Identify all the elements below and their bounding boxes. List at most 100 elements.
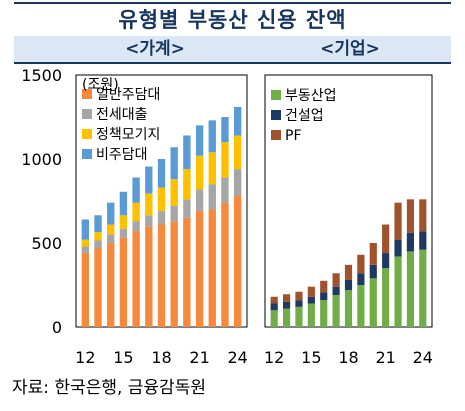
bar-household-s1-22: [208, 184, 216, 210]
bar-corporate-s0-21: [382, 268, 390, 327]
bar-household-s2-19: [170, 179, 178, 207]
bar-corporate-s1-20: [369, 264, 377, 279]
bar-household-s2-12: [81, 239, 90, 247]
bar-corporate-s1-22: [394, 239, 402, 257]
legend-label-corporate-0: 부동산업: [285, 88, 337, 104]
bar-corporate-s0-17: [332, 295, 340, 327]
bar-corporate-s0-22: [394, 256, 402, 327]
y-tick-label-3: 1500: [21, 66, 62, 85]
bar-household-s0-15: [119, 237, 128, 327]
bar-household-s2-16: [132, 202, 140, 222]
bar-corporate-s2-12: [270, 296, 278, 304]
panel-title-household: <가계>: [125, 39, 185, 59]
legend-label-corporate-2: PF: [285, 128, 302, 144]
bar-household-s0-16: [132, 231, 140, 327]
bar-household-s0-20: [183, 217, 191, 327]
bar-household-s1-24: [233, 169, 242, 196]
bar-corporate-s1-13: [282, 301, 291, 309]
bar-household-s0-12: [81, 253, 90, 327]
bar-corporate-s2-15: [307, 286, 315, 297]
bar-household-s0-21: [195, 211, 204, 327]
bar-corporate-s0-13: [282, 308, 291, 327]
legend-swatch-corporate-1: [271, 110, 281, 120]
bar-household-s1-19: [170, 206, 178, 222]
bar-corporate-s1-12: [270, 303, 278, 311]
bar-corporate-s2-21: [382, 224, 390, 254]
bar-corporate-s2-19: [357, 254, 365, 274]
bar-household-s2-18: [157, 187, 166, 212]
bar-household-s3-17: [145, 166, 153, 194]
bar-household-s2-22: [208, 152, 216, 185]
x-tick-label-household-4: 24: [227, 348, 247, 367]
bar-household-s1-23: [221, 177, 229, 203]
bar-corporate-s1-17: [332, 286, 340, 296]
bar-corporate-s1-23: [406, 232, 415, 252]
legend-label-corporate-1: 건설업: [285, 108, 324, 124]
bar-corporate-s2-13: [282, 294, 291, 302]
bar-corporate-s2-17: [332, 273, 340, 287]
bar-household-s0-23: [221, 202, 229, 327]
bar-corporate-s1-18: [344, 279, 353, 291]
bar-household-s0-19: [170, 221, 178, 327]
bar-household-s3-14: [107, 202, 115, 225]
bar-household-s2-20: [183, 169, 191, 200]
legend-swatch-household-1: [82, 109, 92, 119]
source-note: 자료: 한국은행, 금융감독원: [12, 378, 206, 398]
x-tick-label-corporate-1: 15: [301, 348, 321, 367]
bar-household-s2-23: [221, 142, 229, 178]
bar-household-s2-15: [119, 215, 128, 229]
bar-household-s2-13: [94, 232, 102, 241]
bar-corporate-s0-18: [344, 290, 353, 327]
bar-household-s1-20: [183, 199, 191, 218]
legend-label-household-3: 비주담대: [96, 147, 148, 163]
bar-corporate-s2-22: [394, 202, 402, 240]
title-rule-bottom: [14, 62, 451, 64]
x-tick-label-corporate-0: 12: [264, 348, 284, 367]
legend-swatch-household-2: [82, 129, 92, 139]
x-tick-label-household-0: 12: [75, 348, 95, 367]
legend-label-household-2: 정책모기지: [96, 127, 160, 143]
bar-corporate-s0-15: [307, 303, 315, 327]
bar-household-s0-14: [107, 243, 115, 327]
unit-label: (조원): [82, 77, 119, 93]
bar-household-s3-12: [81, 219, 90, 240]
legend-label-household-0: 일반주담대: [96, 87, 160, 103]
x-tick-label-household-3: 21: [189, 348, 209, 367]
bar-household-s1-15: [119, 228, 128, 238]
bar-household-s3-20: [183, 135, 191, 170]
bar-corporate-s0-16: [320, 300, 328, 327]
bar-household-s3-22: [208, 120, 216, 153]
y-tick-label-1: 500: [31, 234, 62, 253]
x-tick-label-household-1: 15: [113, 348, 133, 367]
legend-label-household-1: 전세대출: [96, 107, 148, 123]
y-tick-label-2: 1000: [21, 150, 62, 169]
bar-corporate-s2-23: [406, 199, 415, 233]
bar-household-s3-13: [94, 215, 102, 233]
bar-corporate-s0-19: [357, 285, 365, 327]
bar-household-s0-22: [208, 209, 216, 327]
x-tick-label-corporate-3: 21: [375, 348, 395, 367]
title-rule-top: [14, 2, 451, 4]
bar-household-s2-17: [145, 193, 153, 216]
y-tick-label-0: 0: [52, 318, 62, 337]
x-tick-label-household-2: 18: [151, 348, 171, 367]
bar-corporate-s2-16: [320, 280, 328, 293]
bar-household-s1-12: [81, 246, 90, 254]
bar-household-s1-17: [145, 215, 153, 227]
bar-corporate-s0-20: [369, 278, 377, 327]
bar-household-s3-19: [170, 147, 178, 180]
bar-household-s0-17: [145, 226, 153, 327]
legend-swatch-corporate-0: [271, 90, 281, 100]
bar-household-s1-18: [157, 211, 166, 225]
bar-household-s1-21: [195, 189, 204, 212]
legend-swatch-household-3: [82, 149, 92, 159]
bar-household-s2-21: [195, 155, 204, 190]
bar-corporate-s2-24: [419, 199, 427, 232]
bar-corporate-s1-21: [382, 253, 390, 269]
bar-corporate-s1-19: [357, 273, 365, 285]
x-tick-label-corporate-4: 24: [413, 348, 433, 367]
bar-corporate-s2-20: [369, 243, 377, 265]
